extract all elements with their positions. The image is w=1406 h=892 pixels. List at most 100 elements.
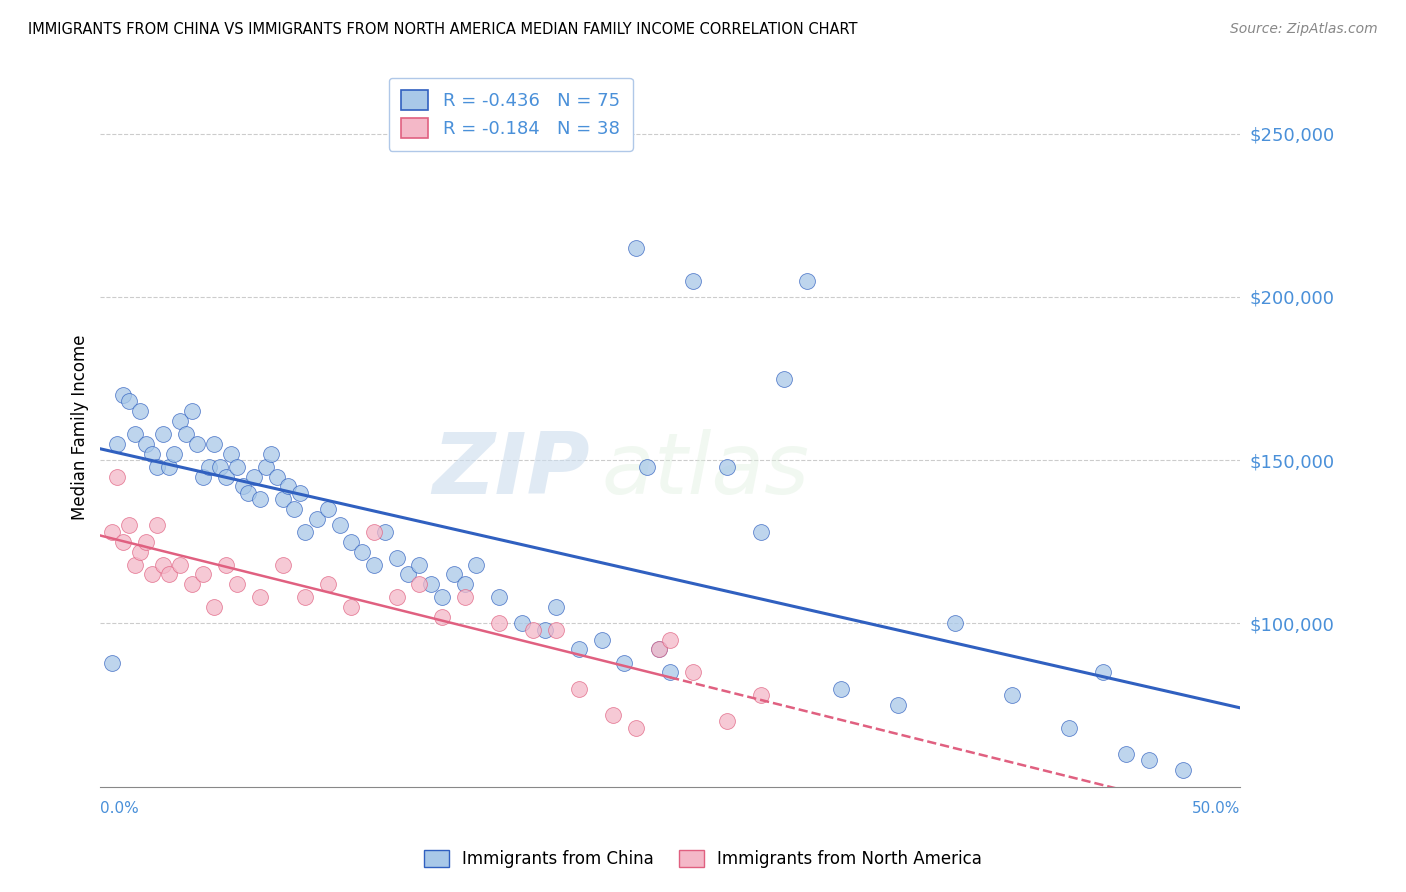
Point — [624, 241, 647, 255]
Point — [408, 577, 430, 591]
Point — [363, 524, 385, 539]
Point — [1137, 754, 1160, 768]
Point — [546, 623, 568, 637]
Point — [152, 427, 174, 442]
Point — [454, 577, 477, 591]
Text: atlas: atlas — [602, 429, 810, 512]
Legend: R = -0.436   N = 75, R = -0.184   N = 38: R = -0.436 N = 75, R = -0.184 N = 38 — [388, 78, 633, 151]
Point — [294, 524, 316, 539]
Point — [208, 459, 231, 474]
Point — [316, 577, 339, 591]
Point — [157, 567, 180, 582]
Point — [682, 665, 704, 680]
Point — [180, 577, 202, 591]
Point — [271, 492, 294, 507]
Point — [716, 459, 738, 474]
Text: IMMIGRANTS FROM CHINA VS IMMIGRANTS FROM NORTH AMERICA MEDIAN FAMILY INCOME CORR: IMMIGRANTS FROM CHINA VS IMMIGRANTS FROM… — [28, 22, 858, 37]
Point — [419, 577, 441, 591]
Text: 50.0%: 50.0% — [1191, 801, 1240, 815]
Point — [141, 447, 163, 461]
Point — [1171, 764, 1194, 778]
Point — [659, 665, 682, 680]
Point — [243, 469, 266, 483]
Point — [510, 616, 533, 631]
Point — [169, 414, 191, 428]
Point — [943, 616, 966, 631]
Point — [146, 459, 169, 474]
Point — [118, 518, 141, 533]
Point — [169, 558, 191, 572]
Text: ZIP: ZIP — [433, 429, 591, 512]
Point — [352, 544, 374, 558]
Point — [141, 567, 163, 582]
Legend: Immigrants from China, Immigrants from North America: Immigrants from China, Immigrants from N… — [418, 843, 988, 875]
Point — [647, 642, 669, 657]
Point — [716, 714, 738, 729]
Point — [488, 616, 510, 631]
Point — [465, 558, 488, 572]
Point — [135, 437, 157, 451]
Point — [202, 437, 225, 451]
Point — [100, 656, 122, 670]
Point — [773, 371, 796, 385]
Point — [202, 600, 225, 615]
Point — [454, 591, 477, 605]
Point — [385, 551, 408, 566]
Point — [659, 632, 682, 647]
Point — [238, 486, 260, 500]
Point — [636, 459, 658, 474]
Point — [316, 502, 339, 516]
Point — [277, 479, 299, 493]
Point — [830, 681, 852, 696]
Point — [396, 567, 419, 582]
Point — [152, 558, 174, 572]
Point — [221, 447, 243, 461]
Point — [107, 437, 129, 451]
Point — [568, 681, 591, 696]
Point — [271, 558, 294, 572]
Point — [226, 577, 249, 591]
Point — [305, 512, 328, 526]
Point — [260, 447, 283, 461]
Point — [522, 623, 544, 637]
Point — [135, 534, 157, 549]
Point — [124, 427, 146, 442]
Point — [1001, 688, 1024, 702]
Point — [254, 459, 277, 474]
Point — [232, 479, 254, 493]
Point — [602, 707, 624, 722]
Y-axis label: Median Family Income: Median Family Income — [72, 334, 89, 520]
Point — [146, 518, 169, 533]
Point — [591, 632, 613, 647]
Point — [430, 610, 453, 624]
Point — [568, 642, 591, 657]
Point — [157, 459, 180, 474]
Point — [613, 656, 636, 670]
Point — [215, 558, 238, 572]
Point — [129, 544, 152, 558]
Point — [329, 518, 352, 533]
Point — [749, 688, 772, 702]
Point — [374, 524, 396, 539]
Point — [443, 567, 465, 582]
Point — [340, 534, 363, 549]
Point — [294, 591, 316, 605]
Point — [118, 394, 141, 409]
Point — [124, 558, 146, 572]
Point — [249, 591, 271, 605]
Point — [180, 404, 202, 418]
Point — [796, 274, 818, 288]
Point — [129, 404, 152, 418]
Point — [887, 698, 910, 712]
Point — [191, 469, 214, 483]
Point — [1115, 747, 1137, 761]
Point — [107, 469, 129, 483]
Point — [163, 447, 186, 461]
Point — [112, 534, 135, 549]
Point — [266, 469, 288, 483]
Point — [385, 591, 408, 605]
Point — [430, 591, 453, 605]
Point — [1092, 665, 1115, 680]
Point — [749, 524, 772, 539]
Point — [215, 469, 238, 483]
